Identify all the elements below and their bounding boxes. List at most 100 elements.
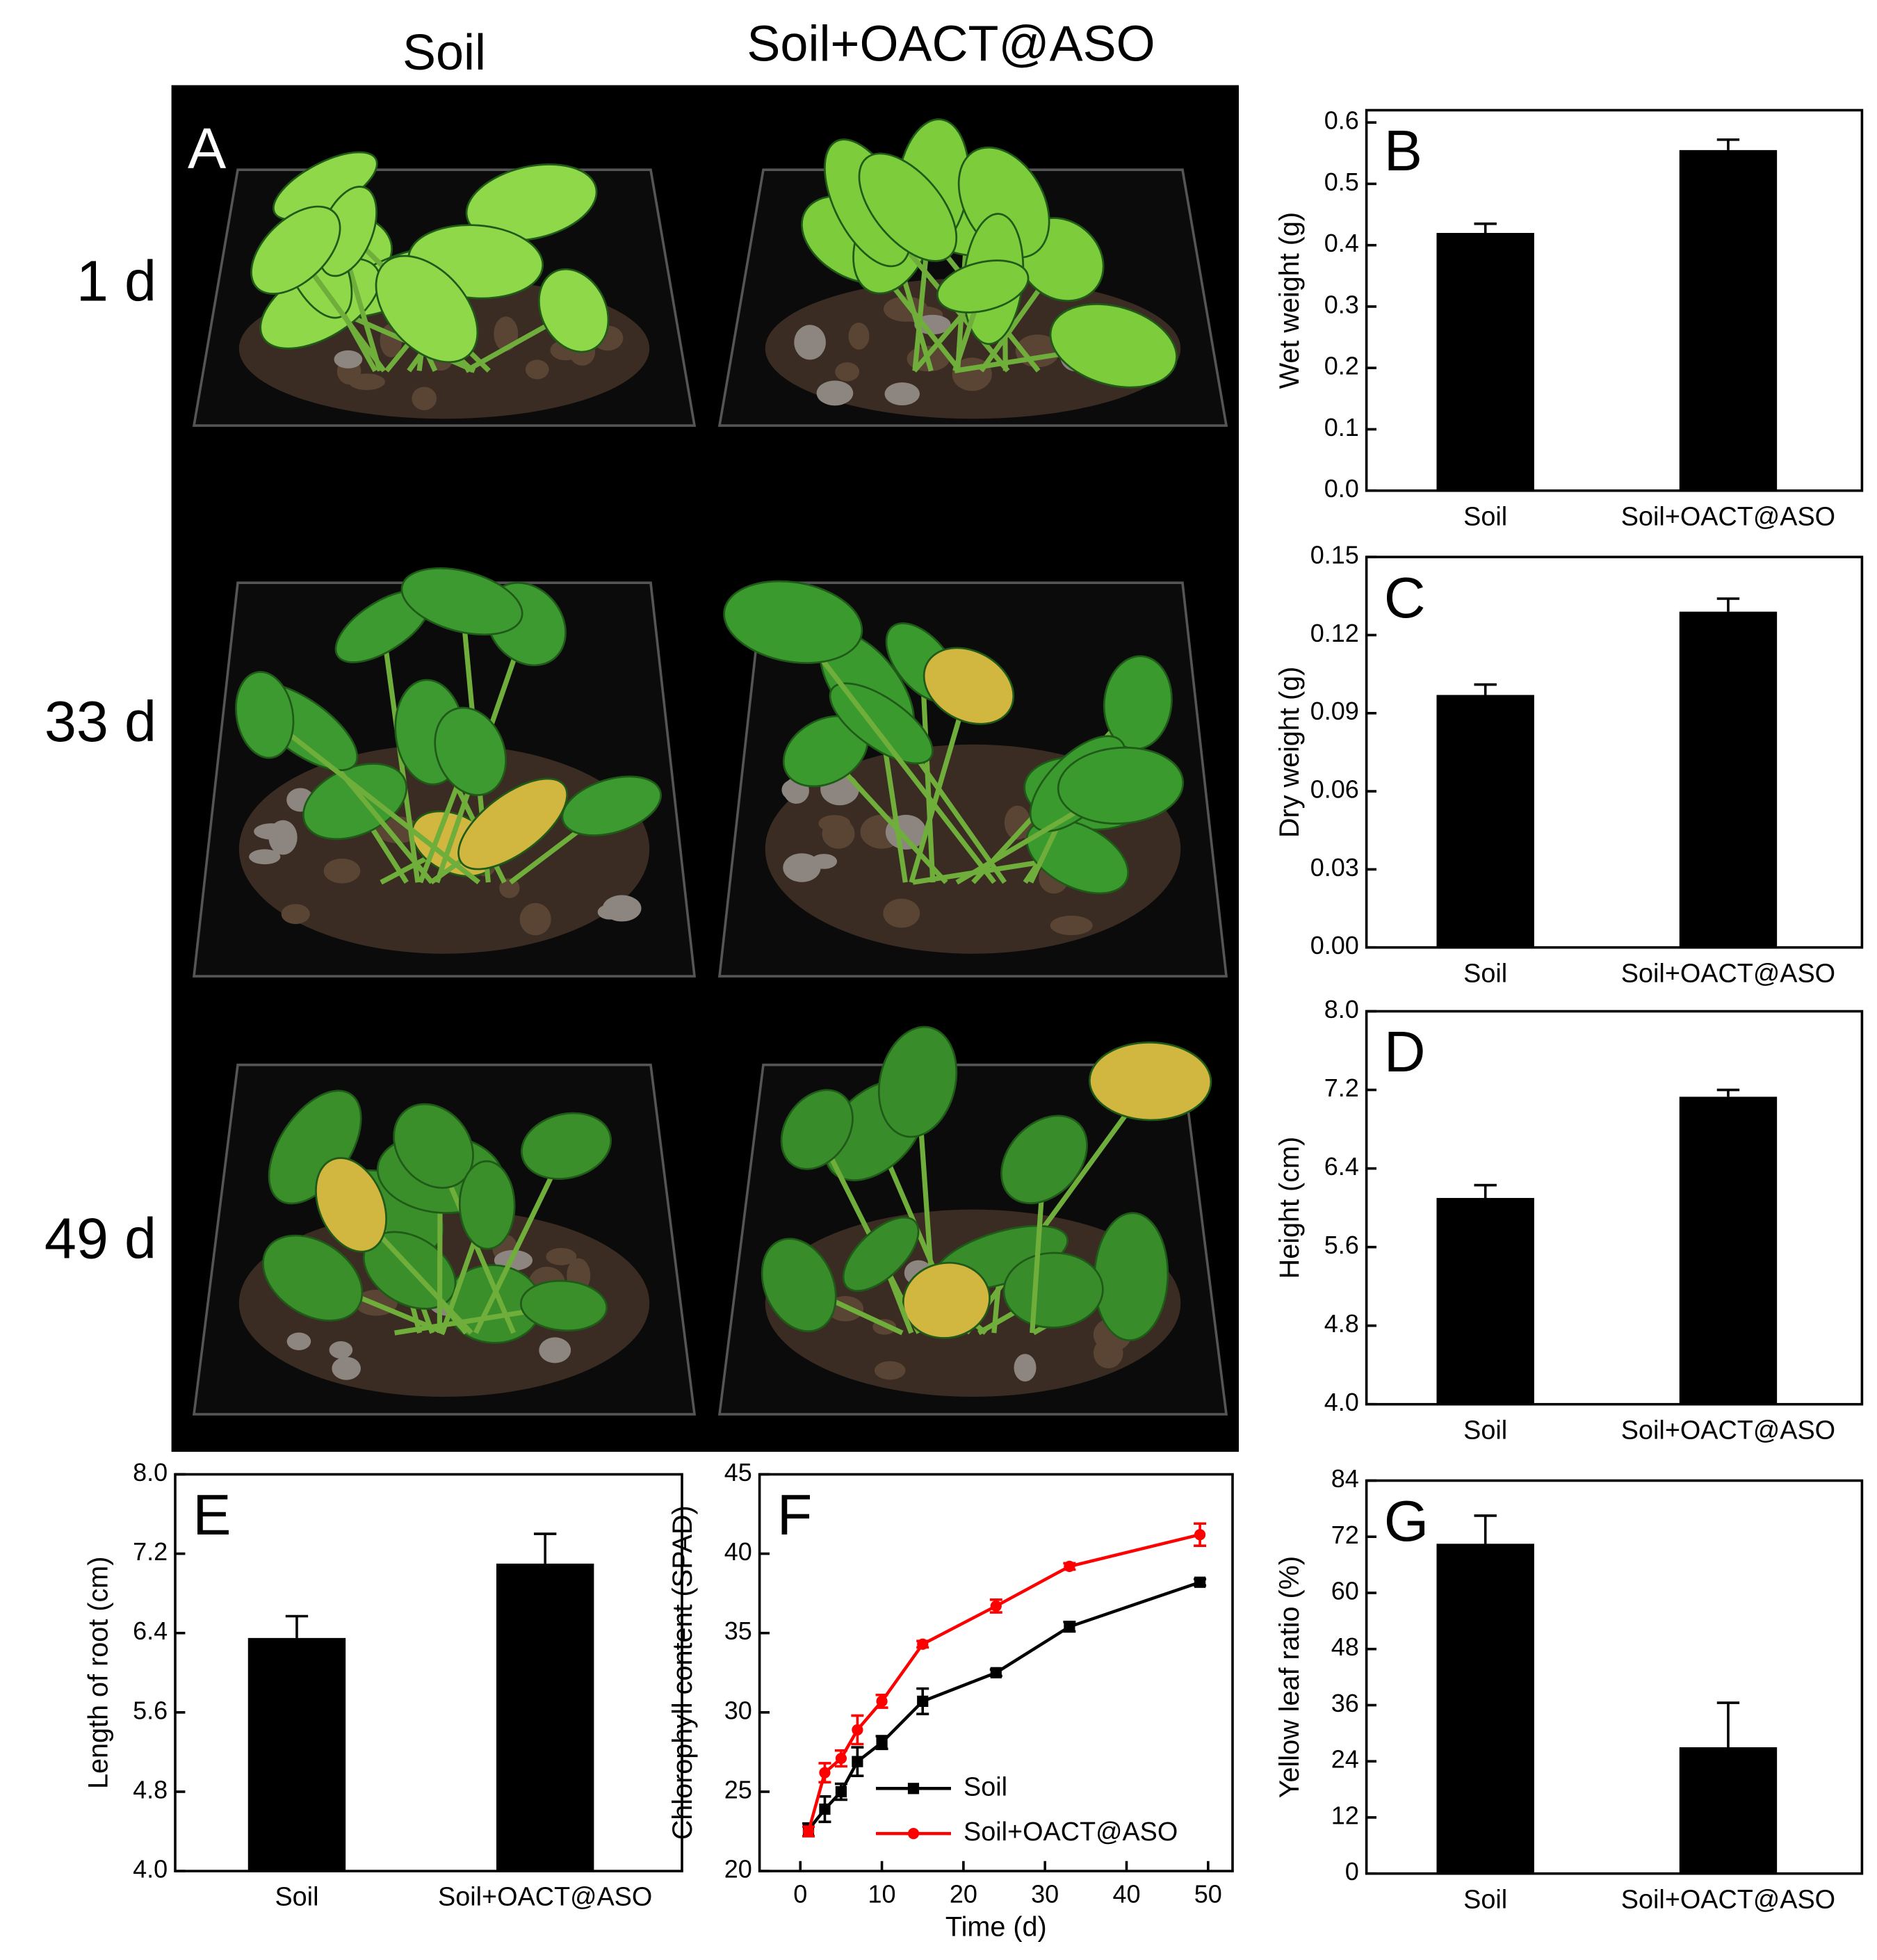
error-bar [1474,683,1497,695]
y-tick-label: 6.4 [1324,1152,1359,1181]
leaf [1057,746,1185,825]
bar [1436,233,1534,491]
soil-clod [519,902,551,936]
panel-label: D [1384,1019,1426,1084]
y-tick-label: 0.15 [1310,541,1359,569]
soil-clod [332,1356,361,1380]
leaf [780,1089,854,1170]
error-bar [285,1614,309,1638]
leaf [458,1160,516,1250]
bar [1679,1096,1778,1404]
bar [1679,149,1778,491]
y-tick-label: 0.12 [1310,619,1359,647]
leaf [723,580,863,664]
y-tick-label: 30 [724,1696,752,1724]
leaf [250,205,341,295]
plot-frame [174,1473,683,1872]
stem [263,713,481,884]
error-bar [1474,222,1497,234]
soil-clod [1093,1337,1123,1369]
y-tick-label: 6.4 [133,1617,168,1645]
y-tick-label: 4.0 [1324,1388,1359,1416]
soil-clod [835,362,860,382]
stem [919,662,936,883]
error-bar [1474,1183,1497,1198]
soil-clod [1014,1354,1037,1382]
marker [990,1667,1002,1678]
leaf [877,1026,958,1138]
marker [835,1752,847,1765]
soil-clod [499,878,520,898]
leaf [235,671,295,759]
soil-clod [329,1341,353,1359]
bar [1436,1197,1534,1404]
y-tick-label: 0.06 [1310,775,1359,804]
marker [802,1825,815,1838]
y-tick-label: 0.3 [1324,290,1359,318]
soil-clod [1050,915,1093,936]
row-label: 33 d [44,689,156,754]
leaf [520,1112,612,1180]
marker [819,1767,831,1779]
y-tick-label: 5.6 [1324,1231,1359,1259]
y-tick-label: 8.0 [1324,995,1359,1023]
marker [1064,1560,1075,1572]
soil-clod [412,387,437,410]
column-header: Soil [403,25,486,81]
y-axis-title: Yellow leaf ratio (%) [1274,1556,1305,1798]
y-tick-label: 24 [1331,1745,1359,1774]
bar [1679,1747,1778,1874]
x-tick-label: Soil [1463,1885,1507,1914]
leaf [375,254,479,364]
y-tick-label: 4.0 [133,1855,168,1884]
y-tick-label: 7.2 [1324,1074,1359,1102]
x-tick-label: 10 [868,1880,896,1909]
bar [1436,1544,1534,1874]
row-label: 49 d [44,1206,156,1270]
leaf [923,647,1015,725]
stem [790,620,997,884]
x-tick-label: Soil+OACT@ASO [1621,959,1835,988]
soil-clod [546,1247,577,1265]
soil-clod [323,858,361,884]
leaf [842,1216,920,1293]
leaf [858,152,958,262]
y-tick-label: 25 [724,1775,752,1804]
plot-frame [1365,1010,1864,1406]
soil-clod [848,322,870,350]
soil-clod [539,1337,571,1363]
soil-clod [822,818,855,849]
column-header: Soil+OACT@ASO [747,17,1155,72]
y-axis-title: Wet weight (g) [1274,212,1305,389]
bar [1679,611,1778,948]
soil-clod [602,895,642,922]
panel-label: F [777,1482,813,1547]
panel-label: A [188,116,227,181]
soil-clod [249,849,281,865]
y-tick-label: 72 [1331,1521,1359,1549]
error-bar [1716,138,1740,150]
panel-label: G [1384,1489,1429,1553]
x-tick-label: 40 [1112,1880,1140,1909]
marker [917,1638,929,1650]
y-tick-label: 4.8 [1324,1309,1359,1338]
bar [1436,695,1534,948]
leaf [1000,1115,1088,1204]
y-tick-label: 45 [724,1458,752,1487]
y-tick-label: 0.03 [1310,853,1359,882]
soil-clod [525,359,549,380]
y-tick-label: 12 [1331,1801,1359,1829]
soil-clod [883,898,920,928]
stem [815,1128,921,1334]
legend-label: Soil+OACT@ASO [964,1817,1178,1847]
y-axis-title: Length of root (cm) [83,1557,113,1789]
marker [835,1785,847,1798]
leaf [761,1238,837,1333]
x-tick-label: Soil+OACT@ASO [1621,502,1835,531]
y-tick-label: 0.09 [1310,697,1359,725]
y-tick-label: 40 [724,1537,752,1566]
x-tick-label: Soil [275,1883,318,1912]
marker [990,1600,1002,1612]
leaf [457,777,569,870]
error-bar [1716,597,1740,612]
